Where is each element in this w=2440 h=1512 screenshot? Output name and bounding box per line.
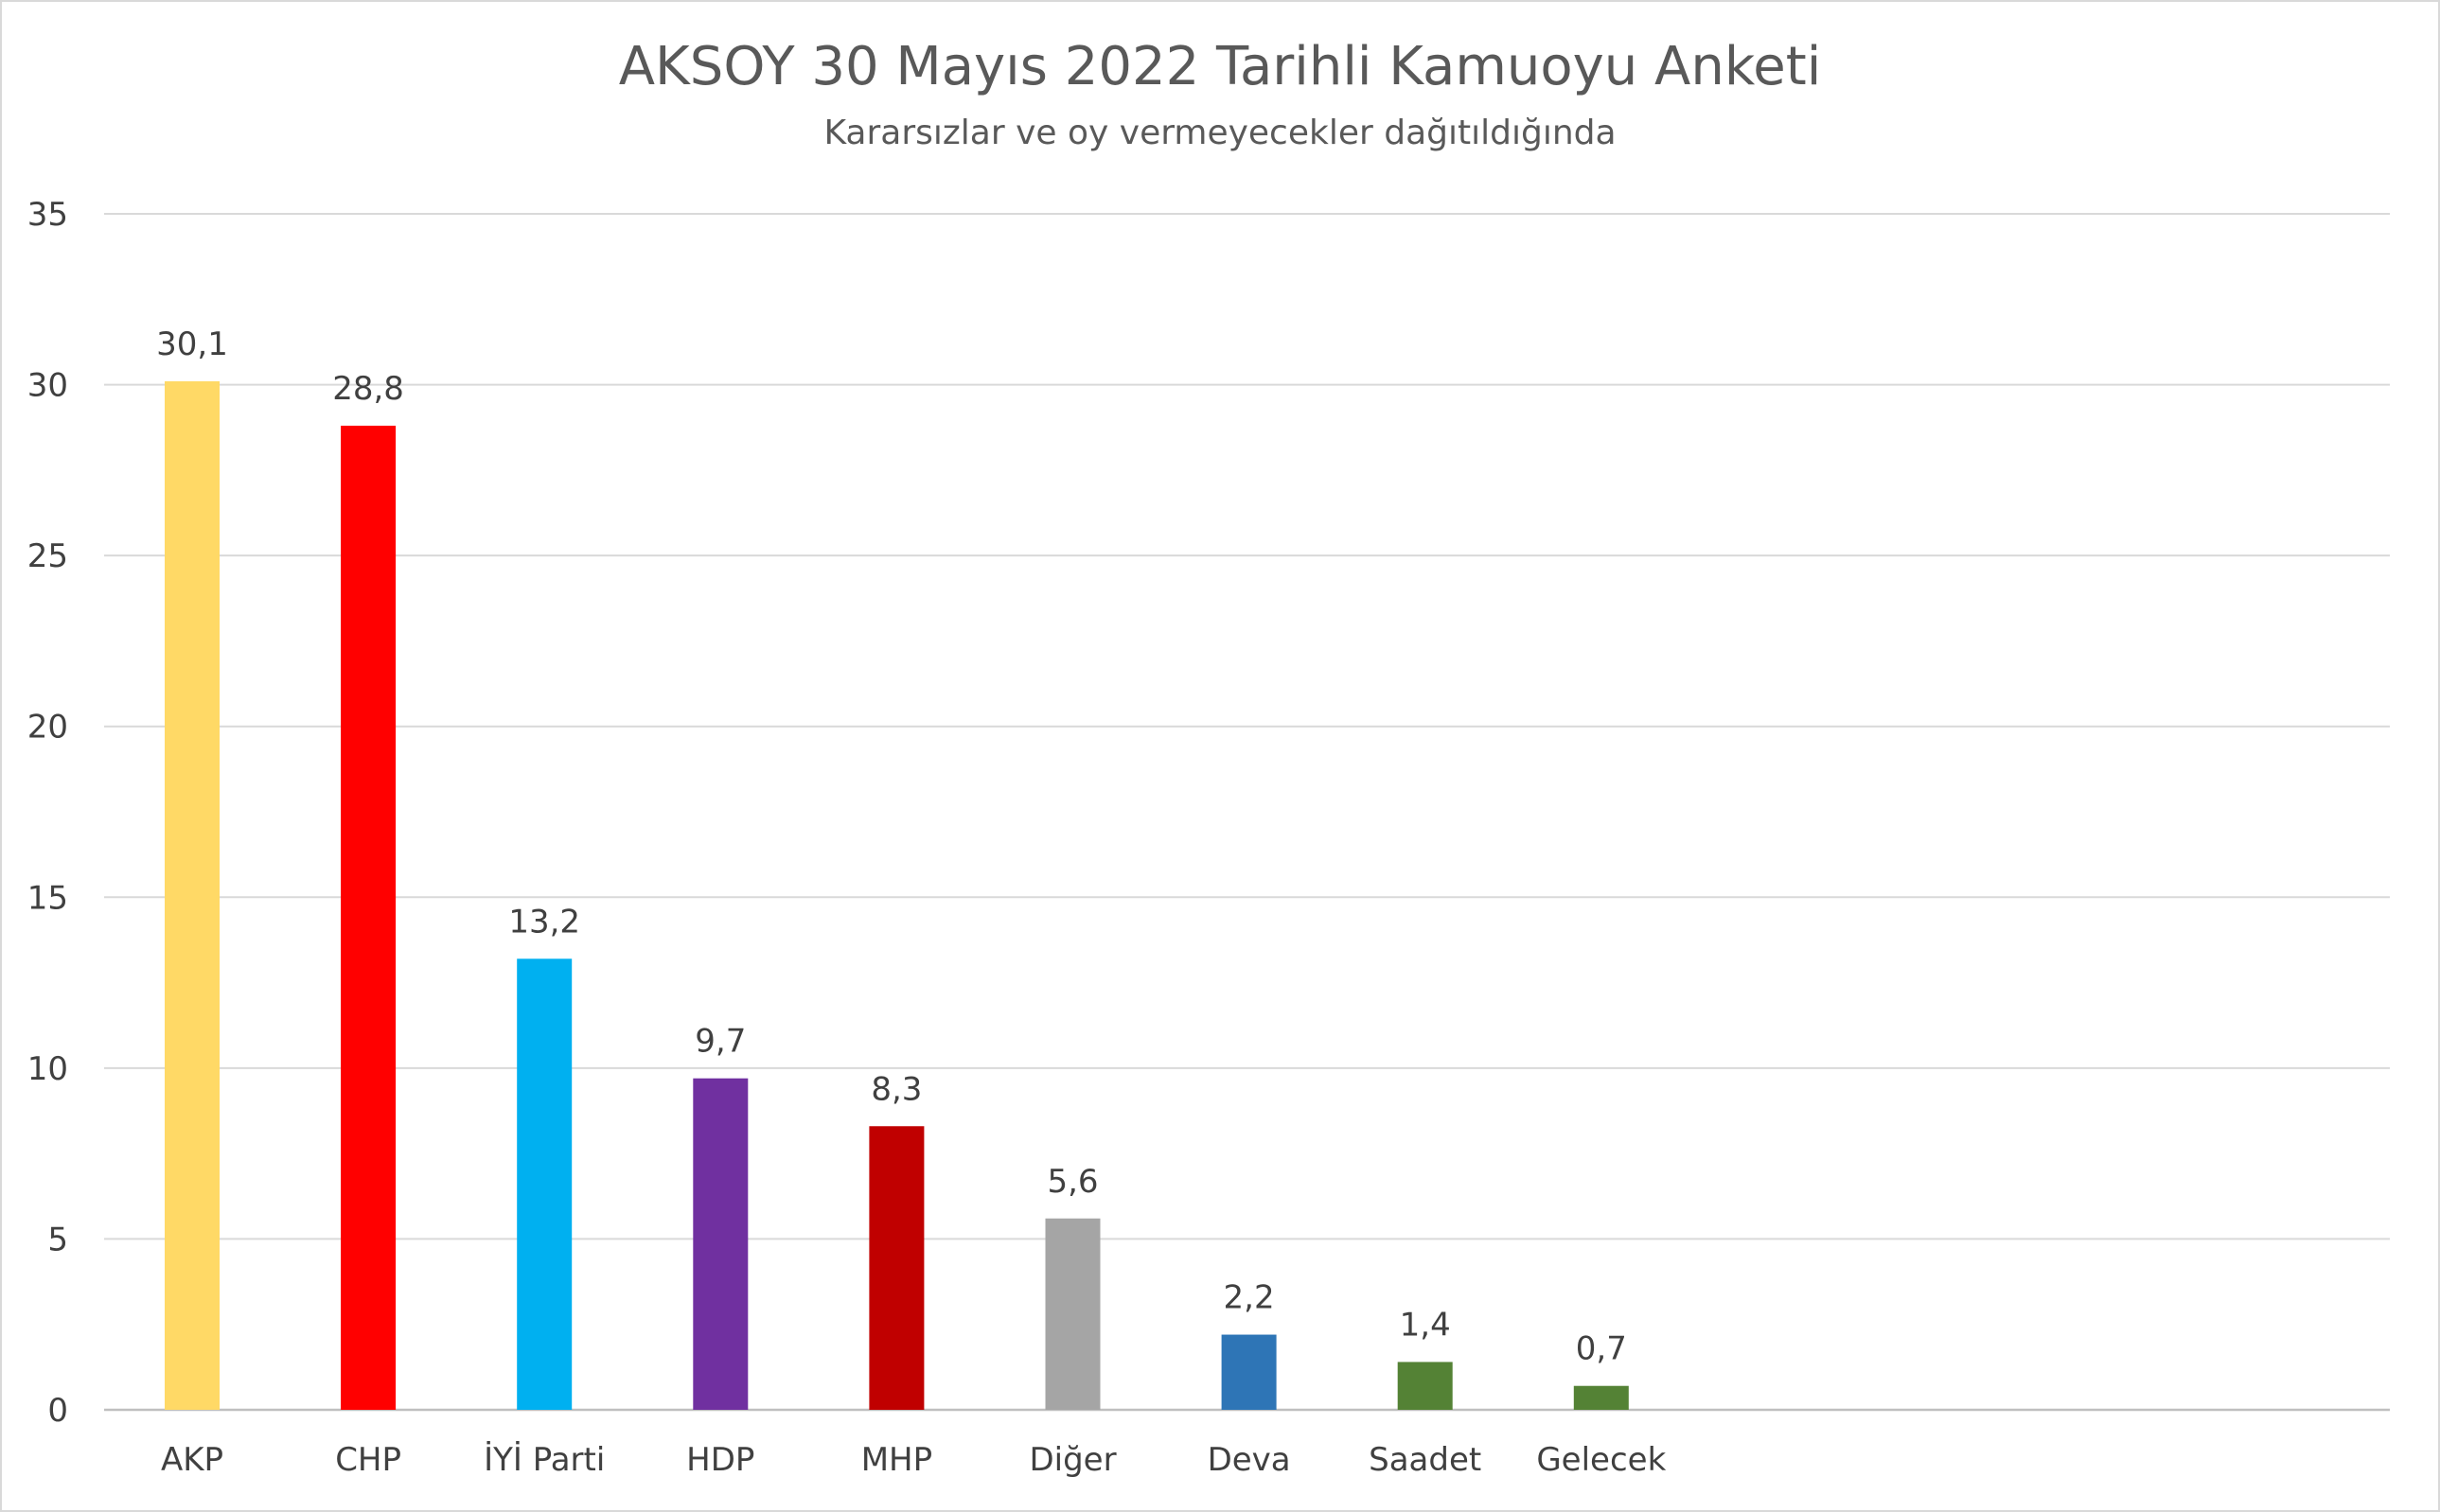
chart-subtitle: Kararsızlar ve oy vermeyecekler dağıtıld… [823, 114, 1617, 152]
y-tick-label: 5 [47, 1221, 68, 1258]
y-tick-label: 25 [27, 537, 68, 575]
x-tick-label: MHP [861, 1441, 932, 1479]
data-label: 0,7 [1576, 1330, 1627, 1368]
y-tick-label: 10 [27, 1050, 68, 1088]
x-tick-label: Diğer [1029, 1441, 1116, 1479]
labels: 0 5 10 15 20 25 30 35 30,1 AKP 28,8 CHP 13,2 İYİ Part… [27, 196, 1667, 1479]
data-label: 9,7 [695, 1023, 746, 1061]
bar [1573, 1385, 1629, 1410]
x-tick-label: AKP [161, 1441, 223, 1479]
data-label: 8,3 [871, 1070, 922, 1108]
x-tick-label: İYİ Parti [484, 1441, 605, 1479]
y-tick-label: 15 [27, 879, 68, 917]
data-label: 2,2 [1224, 1279, 1275, 1317]
chart-title: AKSOY 30 Mayıs 2022 Tarihli Kamuoyu Anke… [618, 36, 1822, 97]
x-tick-label: CHP [335, 1441, 401, 1479]
bar [1221, 1334, 1277, 1410]
x-tick-label: Gelecek [1536, 1441, 1666, 1479]
y-tick-label: 30 [27, 367, 68, 405]
x-tick-label: Deva [1208, 1441, 1291, 1479]
data-label: 13,2 [508, 903, 580, 941]
x-tick-label: Saadet [1369, 1441, 1481, 1479]
data-label: 30,1 [156, 325, 228, 363]
y-tick-label: 0 [47, 1392, 68, 1430]
bar [1397, 1362, 1453, 1410]
bar [693, 1078, 749, 1410]
bar [165, 380, 220, 1411]
data-label: 5,6 [1047, 1163, 1098, 1201]
bar [517, 958, 573, 1410]
y-tick-label: 35 [27, 196, 68, 234]
gridlines [104, 213, 2390, 1412]
data-label: 1,4 [1400, 1306, 1451, 1344]
y-tick-label: 20 [27, 709, 68, 747]
data-label: 28,8 [332, 370, 404, 408]
bars [165, 380, 1629, 1411]
bar [1045, 1218, 1101, 1410]
bar [869, 1126, 925, 1410]
x-tick-label: HDP [686, 1441, 754, 1479]
bar [341, 425, 397, 1410]
